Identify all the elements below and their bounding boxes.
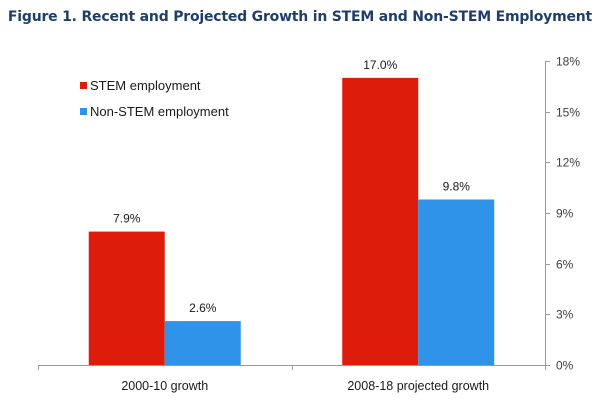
bars-layer <box>88 77 495 365</box>
y-tick-label: 9% <box>556 207 574 221</box>
bar <box>418 199 495 365</box>
y-tick-label: 6% <box>556 258 574 272</box>
y-tick-label: 0% <box>556 359 574 373</box>
legend-label: STEM employment <box>90 78 201 93</box>
y-tick-label: 12% <box>556 156 580 170</box>
x-tick-label: 2008-18 projected growth <box>347 379 489 393</box>
data-label: 7.9% <box>113 212 141 226</box>
x-tick-label: 2000-10 growth <box>121 379 208 393</box>
y-tick-label: 3% <box>556 308 574 322</box>
bar <box>342 77 419 365</box>
chart-title: Figure 1. Recent and Projected Growth in… <box>7 9 593 25</box>
labels-layer: 7.9% 2.6% 2000-10 growth 17.0% 9.8% 2008-18 p… <box>113 58 489 393</box>
bar <box>164 321 241 365</box>
y-tick-label: 18% <box>556 55 580 69</box>
legend-swatch <box>80 108 87 115</box>
data-label: 9.8% <box>443 179 471 193</box>
y-tick-label: 15% <box>556 106 580 120</box>
legend-swatch <box>80 82 87 89</box>
data-label: 2.6% <box>189 301 217 315</box>
axes-layer: 0% 3% 6% 9% 12% 15% 18% <box>38 55 580 373</box>
legend: STEM employment Non-STEM employment <box>80 78 229 119</box>
bar <box>88 231 165 365</box>
legend-label: Non-STEM employment <box>90 104 229 119</box>
data-label: 17.0% <box>363 58 397 72</box>
